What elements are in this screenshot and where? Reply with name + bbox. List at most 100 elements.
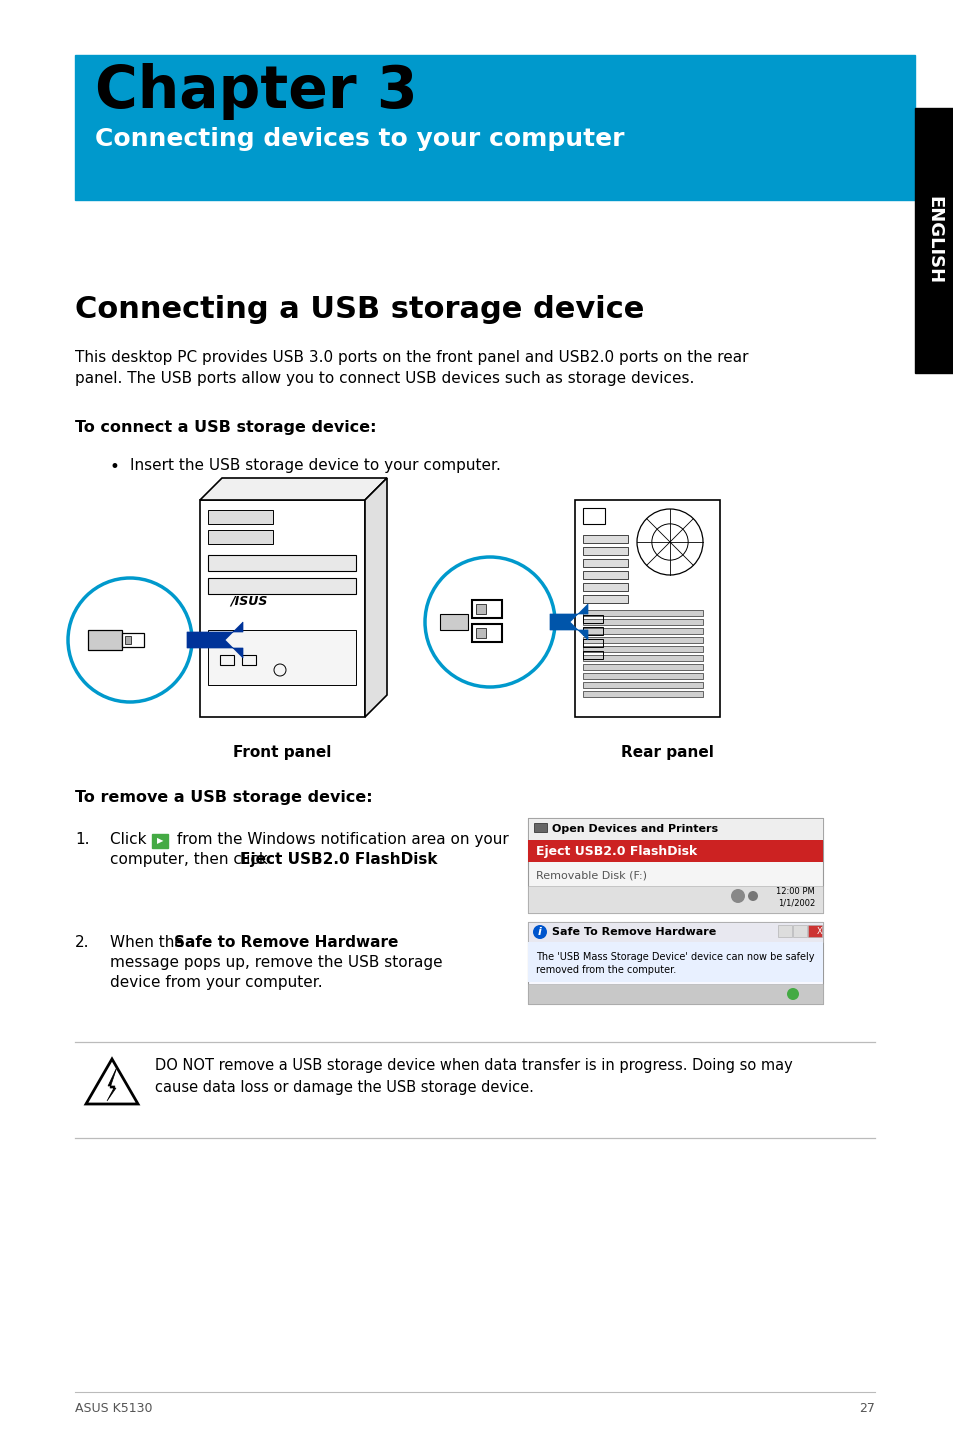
- Text: removed from the computer.: removed from the computer.: [536, 965, 676, 975]
- Circle shape: [730, 889, 744, 903]
- Bar: [208, 578, 355, 594]
- Bar: [527, 984, 822, 1004]
- Polygon shape: [187, 623, 243, 659]
- Bar: [200, 500, 365, 718]
- Bar: [582, 638, 602, 647]
- Text: Insert the USB storage device to your computer.: Insert the USB storage device to your co…: [130, 457, 500, 473]
- Bar: [527, 886, 822, 913]
- Polygon shape: [86, 1058, 138, 1104]
- Text: ENGLISH: ENGLISH: [924, 197, 942, 285]
- Bar: [582, 664, 702, 670]
- Text: message pops up, remove the USB storage: message pops up, remove the USB storage: [110, 955, 442, 971]
- Text: from the Windows notification area on your: from the Windows notification area on yo…: [172, 833, 508, 847]
- Text: 1.: 1.: [75, 833, 90, 847]
- Bar: [527, 818, 822, 840]
- Text: DO NOT remove a USB storage device when data transfer is in progress. Doing so m: DO NOT remove a USB storage device when …: [154, 1058, 792, 1096]
- Text: Connecting a USB storage device: Connecting a USB storage device: [75, 295, 643, 324]
- Bar: [582, 615, 602, 623]
- Bar: [534, 823, 546, 833]
- Text: 12:00 PM: 12:00 PM: [776, 887, 814, 896]
- Bar: [807, 925, 821, 938]
- Text: This desktop PC provides USB 3.0 ports on the front panel and USB2.0 ports on th: This desktop PC provides USB 3.0 ports o…: [75, 349, 748, 385]
- Bar: [582, 508, 604, 523]
- Bar: [914, 108, 953, 372]
- Text: 27: 27: [859, 1402, 874, 1415]
- Bar: [582, 646, 702, 651]
- Bar: [582, 610, 702, 615]
- Bar: [472, 624, 501, 641]
- Bar: [75, 55, 914, 200]
- Text: Chapter 3: Chapter 3: [95, 63, 417, 119]
- Text: ▶: ▶: [156, 837, 163, 846]
- Polygon shape: [365, 477, 387, 718]
- Bar: [582, 654, 702, 661]
- Bar: [527, 922, 822, 1004]
- Text: device from your computer.: device from your computer.: [110, 975, 322, 989]
- Text: Safe to Remove Hardware: Safe to Remove Hardware: [173, 935, 398, 951]
- Bar: [582, 637, 702, 643]
- Text: Safe To Remove Hardware: Safe To Remove Hardware: [552, 928, 716, 938]
- Bar: [582, 692, 702, 697]
- Bar: [582, 559, 627, 567]
- Text: X: X: [817, 926, 822, 936]
- Polygon shape: [200, 477, 387, 500]
- Circle shape: [68, 578, 192, 702]
- Bar: [88, 630, 122, 650]
- Text: computer, then click: computer, then click: [110, 851, 273, 867]
- Polygon shape: [550, 604, 587, 640]
- Text: 2.: 2.: [75, 935, 90, 951]
- Bar: [439, 614, 468, 630]
- Bar: [125, 636, 131, 644]
- Circle shape: [747, 892, 758, 902]
- Text: The 'USB Mass Storage Device' device can now be safely: The 'USB Mass Storage Device' device can…: [536, 952, 814, 962]
- Bar: [152, 834, 168, 848]
- Text: To connect a USB storage device:: To connect a USB storage device:: [75, 420, 376, 436]
- Text: To remove a USB storage device:: To remove a USB storage device:: [75, 789, 373, 805]
- Polygon shape: [107, 1067, 117, 1102]
- Bar: [582, 673, 702, 679]
- Text: .: .: [390, 851, 395, 867]
- Text: /ISUS: /ISUS: [230, 595, 267, 608]
- Circle shape: [533, 925, 546, 939]
- Bar: [582, 651, 602, 659]
- Bar: [476, 604, 485, 614]
- Bar: [527, 840, 822, 861]
- Bar: [208, 510, 273, 523]
- Text: ASUS K5130: ASUS K5130: [75, 1402, 152, 1415]
- Bar: [472, 600, 501, 618]
- Bar: [476, 628, 485, 638]
- Bar: [582, 582, 627, 591]
- Bar: [778, 925, 791, 938]
- Bar: [527, 818, 822, 913]
- Text: •: •: [110, 457, 120, 476]
- Bar: [122, 633, 144, 647]
- Bar: [220, 654, 233, 664]
- Bar: [582, 546, 627, 555]
- Text: Eject USB2.0 FlashDisk: Eject USB2.0 FlashDisk: [536, 844, 697, 857]
- Circle shape: [424, 557, 555, 687]
- Text: Rear panel: Rear panel: [620, 745, 713, 761]
- Bar: [208, 555, 355, 571]
- Text: Open Devices and Printers: Open Devices and Printers: [552, 824, 718, 834]
- Text: 1/1/2002: 1/1/2002: [777, 899, 814, 907]
- Bar: [582, 628, 702, 634]
- Bar: [792, 925, 806, 938]
- Bar: [242, 654, 255, 664]
- Bar: [208, 630, 355, 684]
- Bar: [582, 571, 627, 580]
- Text: i: i: [537, 928, 541, 938]
- Bar: [582, 595, 627, 603]
- Text: Click: Click: [110, 833, 152, 847]
- Bar: [582, 682, 702, 687]
- Bar: [208, 531, 273, 544]
- Text: Eject USB2.0 FlashDisk: Eject USB2.0 FlashDisk: [240, 851, 437, 867]
- Circle shape: [786, 988, 799, 999]
- Bar: [527, 942, 822, 982]
- Bar: [575, 500, 720, 718]
- Text: Front panel: Front panel: [233, 745, 332, 761]
- Bar: [582, 618, 702, 626]
- Text: Removable Disk (F:): Removable Disk (F:): [536, 870, 646, 880]
- Bar: [582, 535, 627, 544]
- Text: When the: When the: [110, 935, 189, 951]
- Text: Connecting devices to your computer: Connecting devices to your computer: [95, 127, 624, 151]
